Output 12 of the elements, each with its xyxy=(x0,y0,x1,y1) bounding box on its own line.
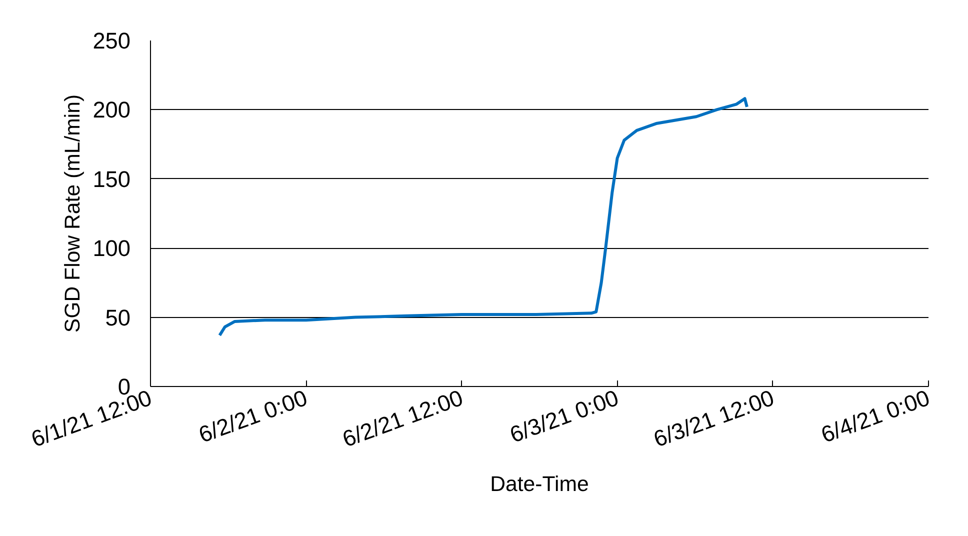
y-tick-label: 250 xyxy=(92,28,131,54)
x-tick-label: 6/3/21 12:00 xyxy=(650,384,778,452)
x-axis-title: Date-Time xyxy=(490,472,589,496)
x-tick-label: 6/3/21 0:00 xyxy=(506,384,622,448)
y-tick-label: 50 xyxy=(105,304,130,330)
y-tick-label: 100 xyxy=(92,235,131,262)
y-axis-title: SGD Flow Rate (mL/min) xyxy=(60,94,85,333)
y-tick-label: 200 xyxy=(92,96,131,123)
x-tick-label: 6/4/21 0:00 xyxy=(818,384,933,448)
y-tick-label: 150 xyxy=(92,166,131,192)
x-tick-label: 6/2/21 12:00 xyxy=(338,384,466,452)
x-tick-label: 6/2/21 0:00 xyxy=(195,384,311,448)
